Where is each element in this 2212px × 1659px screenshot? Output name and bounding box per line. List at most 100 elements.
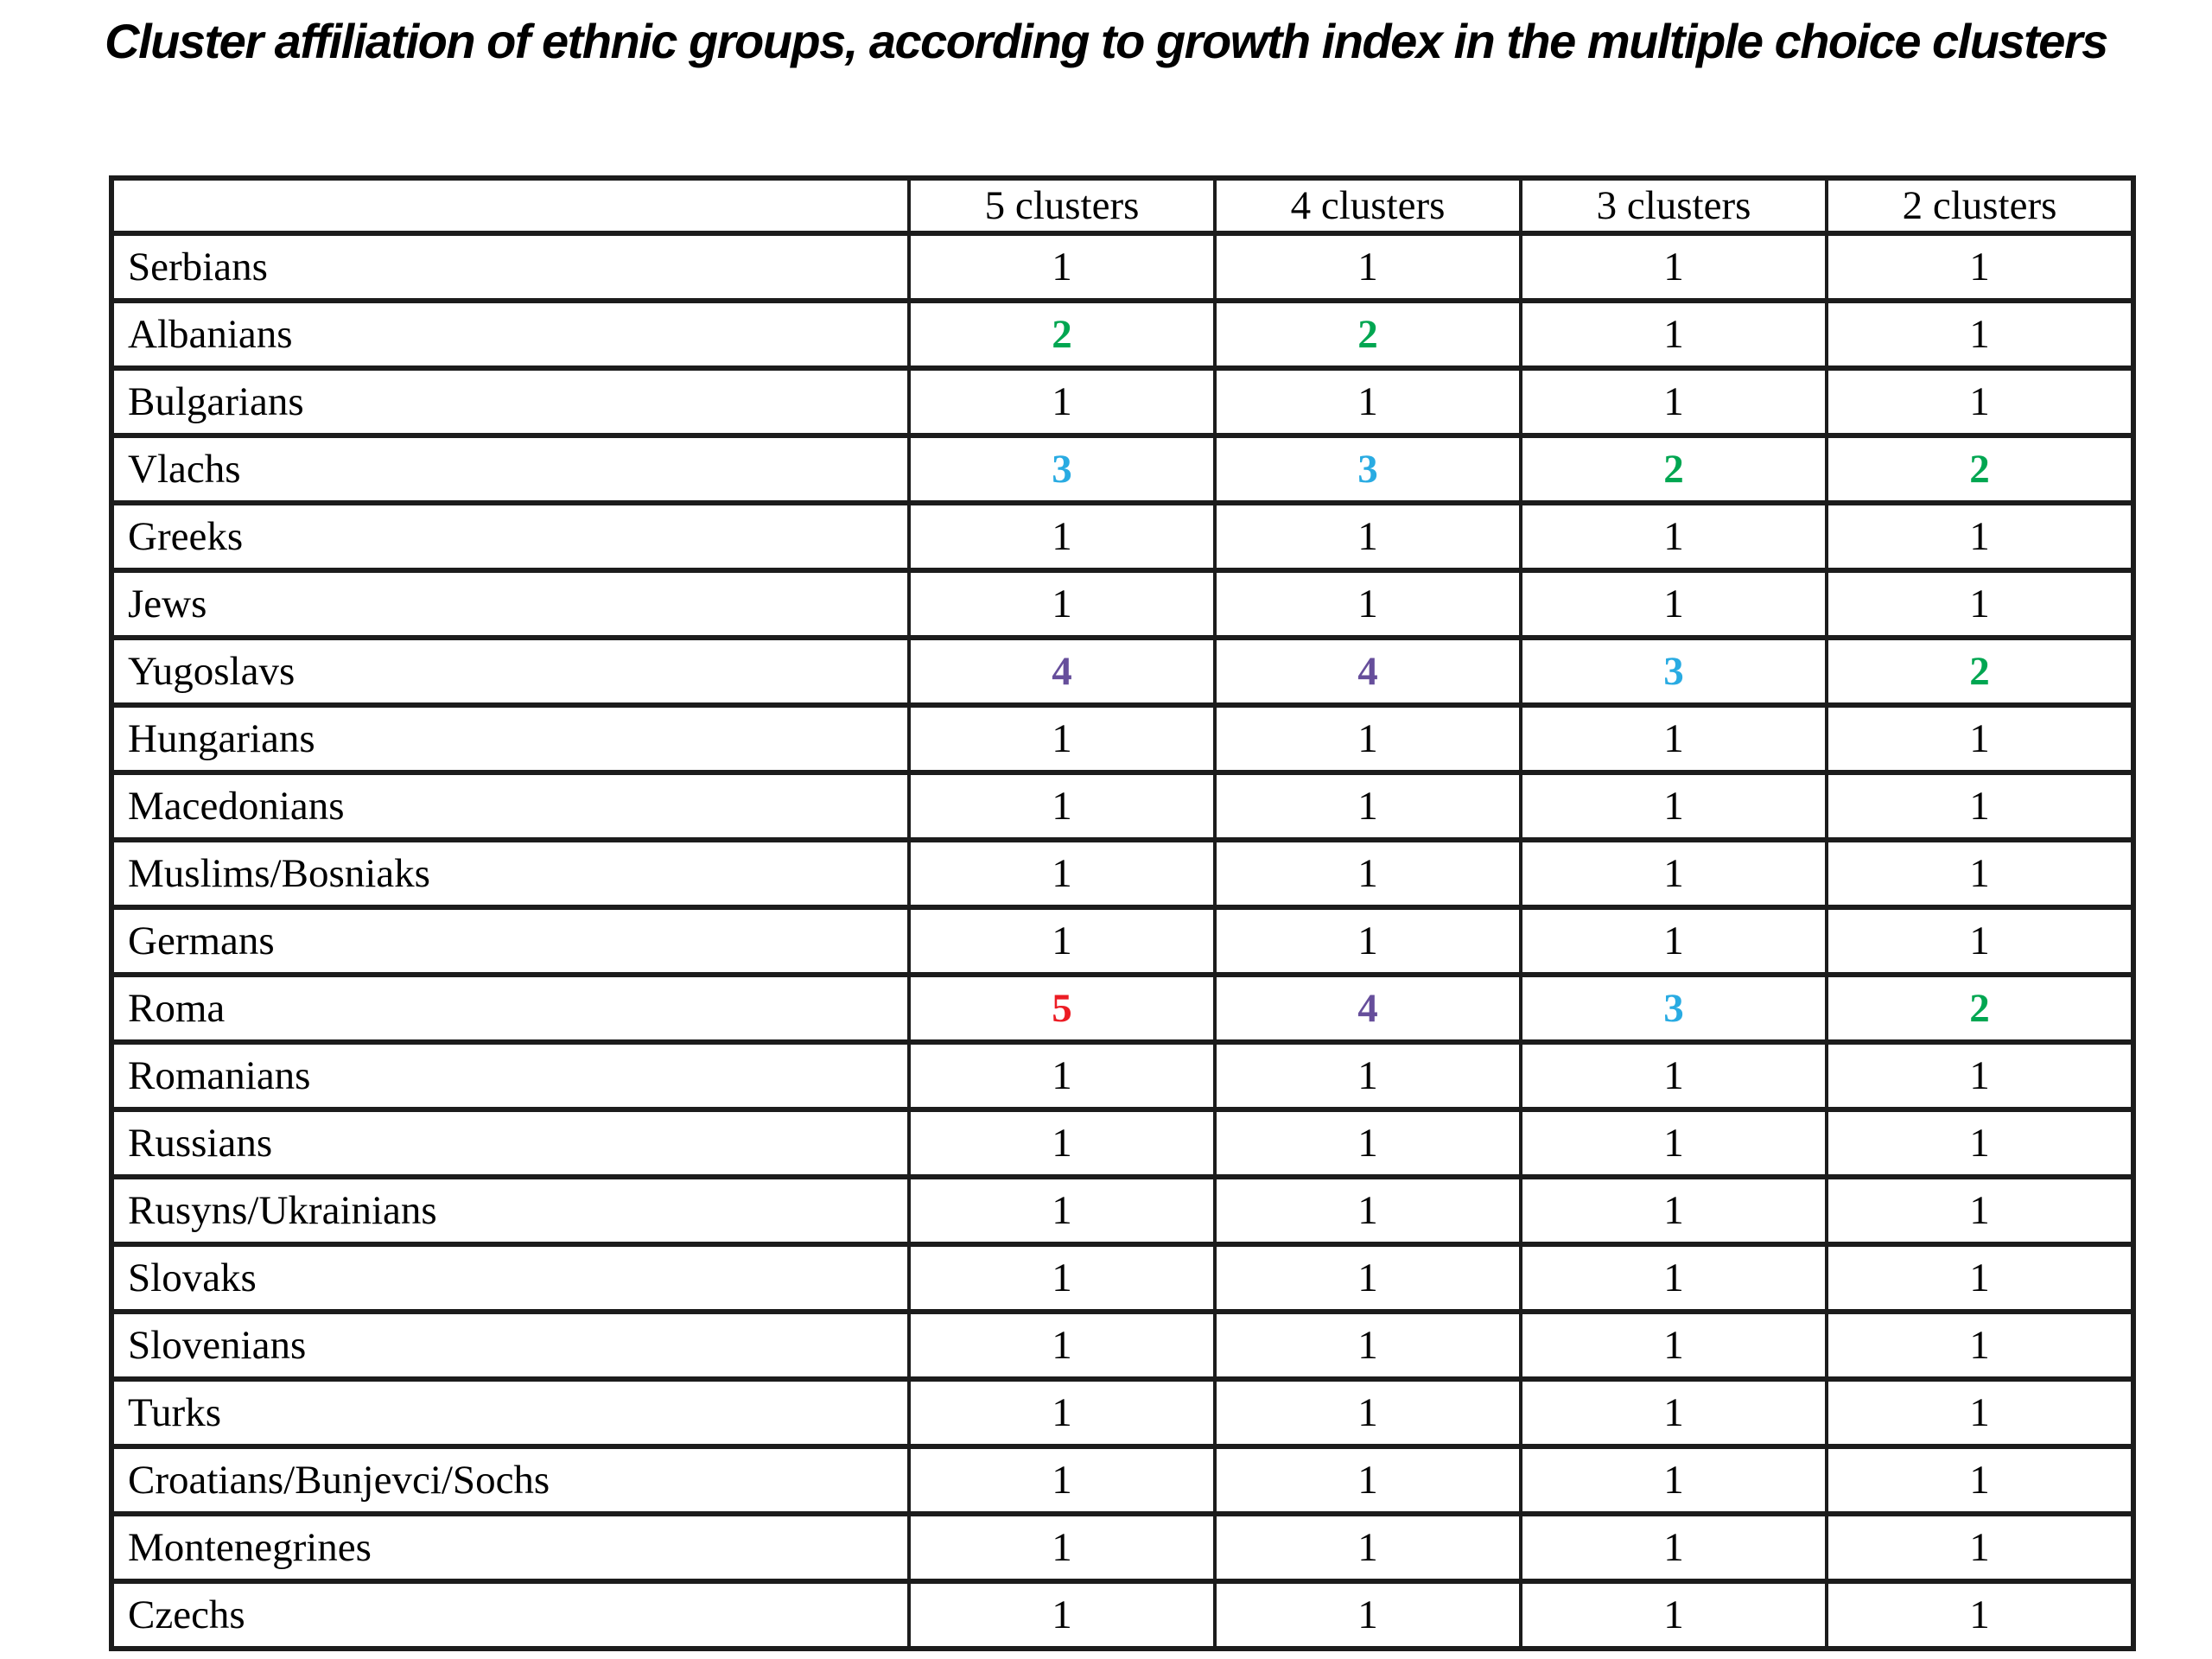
value-cell: 1: [907, 1174, 1217, 1247]
header-row: 5 clusters 4 clusters 3 clusters 2 clust…: [110, 175, 2135, 236]
value-cell: 2: [1825, 972, 2135, 1045]
value-cell: 1: [907, 1376, 1217, 1449]
value-cell: 1: [1825, 1242, 2135, 1314]
value-cell: 1: [1825, 1107, 2135, 1179]
value-cell: 1: [1825, 298, 2135, 371]
value-cell: 1: [1213, 1242, 1522, 1314]
row-label: Albanians: [110, 298, 911, 371]
value-cell: 1: [1519, 1511, 1828, 1584]
table-row: Jews 1 1 1 1: [110, 568, 2135, 640]
value-cell: 1: [1825, 231, 2135, 303]
value-cell: 1: [1519, 298, 1828, 371]
value-cell: 1: [907, 1242, 1217, 1314]
value-cell: 1: [1213, 1174, 1522, 1247]
table-row: Germans 1 1 1 1: [110, 905, 2135, 977]
value-cell: 1: [1825, 365, 2135, 438]
value-cell: 1: [907, 702, 1217, 775]
row-label: Bulgarians: [110, 365, 911, 438]
value-cell: 1: [1213, 1579, 1522, 1651]
value-cell: 2: [1213, 298, 1522, 371]
value-cell: 1: [1213, 1309, 1522, 1382]
value-cell: 1: [1519, 1242, 1828, 1314]
value-cell: 1: [1519, 1039, 1828, 1112]
row-label: Jews: [110, 568, 911, 640]
row-label: Vlachs: [110, 433, 911, 505]
value-cell: 1: [1825, 1309, 2135, 1382]
row-label: Russians: [110, 1107, 911, 1179]
value-cell: 1: [1825, 500, 2135, 573]
table-row: Montenegrines 1 1 1 1: [110, 1511, 2135, 1584]
row-label: Slovenians: [110, 1309, 911, 1382]
value-cell: 1: [907, 1107, 1217, 1179]
row-label: Serbians: [110, 231, 911, 303]
value-cell: 1: [907, 1579, 1217, 1651]
row-label: Greeks: [110, 500, 911, 573]
value-cell: 3: [907, 433, 1217, 505]
value-cell: 2: [1519, 433, 1828, 505]
row-label: Romanians: [110, 1039, 911, 1112]
header-cell-empty: [110, 175, 911, 236]
row-label: Turks: [110, 1376, 911, 1449]
table-row: Slovaks 1 1 1 1: [110, 1242, 2135, 1314]
row-label: Germans: [110, 905, 911, 977]
value-cell: 1: [1213, 770, 1522, 842]
value-cell: 1: [1213, 365, 1522, 438]
value-cell: 1: [1825, 1511, 2135, 1584]
table-row: Romanians 1 1 1 1: [110, 1039, 2135, 1112]
row-label: Czechs: [110, 1579, 911, 1651]
value-cell: 1: [907, 365, 1217, 438]
value-cell: 2: [907, 298, 1217, 371]
value-cell: 1: [1519, 1107, 1828, 1179]
value-cell: 1: [1213, 905, 1522, 977]
row-label: Rusyns/Ukrainians: [110, 1174, 911, 1247]
value-cell: 1: [1519, 1309, 1828, 1382]
value-cell: 1: [907, 568, 1217, 640]
value-cell: 1: [1213, 231, 1522, 303]
value-cell: 1: [907, 1444, 1217, 1516]
value-cell: 1: [907, 770, 1217, 842]
table-body: Serbians 1 1 1 1 Albanians 2 2 1 1 Bulgarians 1 1 1 1 V…: [110, 231, 2135, 1651]
value-cell: 4: [1213, 635, 1522, 708]
value-cell: 1: [1825, 568, 2135, 640]
value-cell: 1: [1825, 1174, 2135, 1247]
row-label: Croatians/Bunjevci/Sochs: [110, 1444, 911, 1516]
value-cell: 1: [1825, 702, 2135, 775]
value-cell: 1: [1825, 1444, 2135, 1516]
value-cell: 3: [1519, 972, 1828, 1045]
table-row: Slovenians 1 1 1 1: [110, 1309, 2135, 1382]
table-row: Serbians 1 1 1 1: [110, 231, 2135, 303]
row-label: Slovaks: [110, 1242, 911, 1314]
value-cell: 1: [1213, 1511, 1522, 1584]
row-label: Roma: [110, 972, 911, 1045]
value-cell: 1: [907, 231, 1217, 303]
table-row: Croatians/Bunjevci/Sochs 1 1 1 1: [110, 1444, 2135, 1516]
header-cell-3-clusters: 3 clusters: [1519, 175, 1828, 236]
table-row: Yugoslavs 4 4 3 2: [110, 635, 2135, 708]
header-cell-5-clusters: 5 clusters: [907, 175, 1217, 236]
cluster-table: 5 clusters 4 clusters 3 clusters 2 clust…: [109, 175, 2136, 1651]
header-cell-2-clusters: 2 clusters: [1825, 175, 2135, 236]
header-cell-4-clusters: 4 clusters: [1213, 175, 1522, 236]
value-cell: 1: [1519, 231, 1828, 303]
value-cell: 4: [1213, 972, 1522, 1045]
value-cell: 1: [1213, 702, 1522, 775]
row-label: Montenegrines: [110, 1511, 911, 1584]
table-row: Hungarians 1 1 1 1: [110, 702, 2135, 775]
value-cell: 1: [907, 905, 1217, 977]
value-cell: 1: [1519, 1579, 1828, 1651]
table-row: Roma 5 4 3 2: [110, 972, 2135, 1045]
value-cell: 1: [1825, 837, 2135, 910]
value-cell: 1: [1519, 702, 1828, 775]
table-row: Albanians 2 2 1 1: [110, 298, 2135, 371]
value-cell: 1: [1519, 1376, 1828, 1449]
value-cell: 1: [907, 1039, 1217, 1112]
value-cell: 1: [907, 1309, 1217, 1382]
value-cell: 3: [1213, 433, 1522, 505]
value-cell: 1: [1213, 1039, 1522, 1112]
value-cell: 1: [1213, 1107, 1522, 1179]
value-cell: 1: [907, 500, 1217, 573]
value-cell: 1: [1825, 770, 2135, 842]
value-cell: 5: [907, 972, 1217, 1045]
value-cell: 1: [1213, 1376, 1522, 1449]
value-cell: 1: [1213, 837, 1522, 910]
